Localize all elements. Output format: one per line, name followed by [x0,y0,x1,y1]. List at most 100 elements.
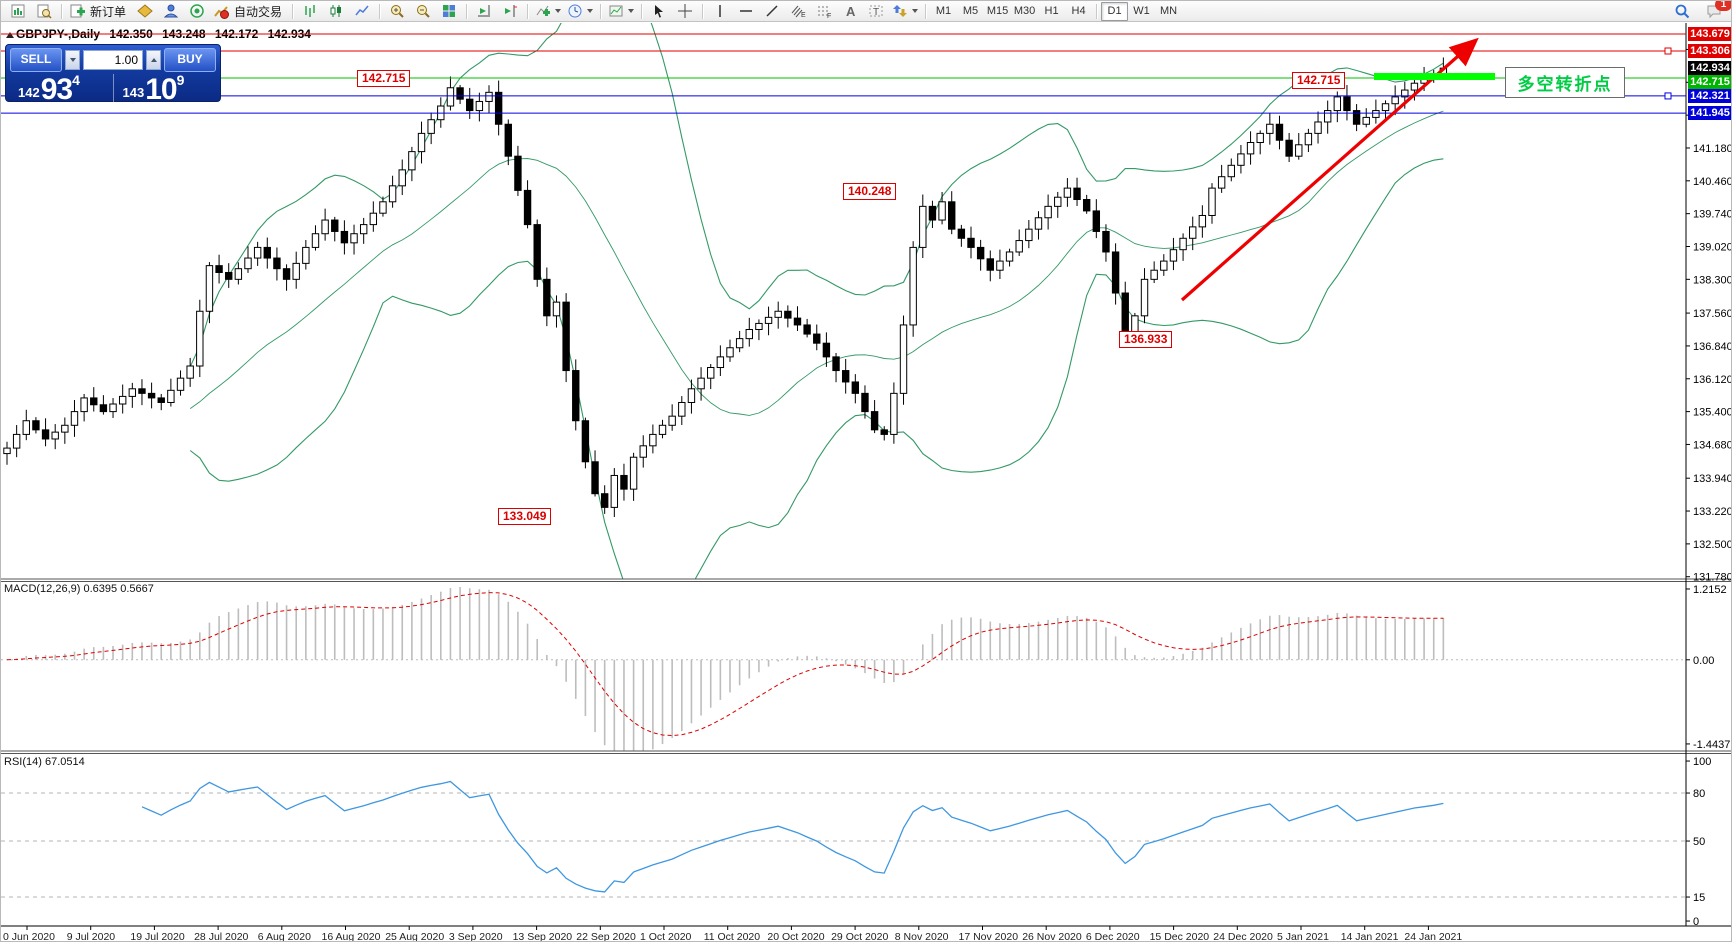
candle [1256,132,1264,144]
svg-text:0 Jun 2020: 0 Jun 2020 [3,931,55,942]
line-handle [1664,92,1672,100]
line-chart-button[interactable] [349,1,375,21]
zoom-out-button[interactable] [410,1,436,21]
zoom-in-button[interactable] [384,1,410,21]
shapes-button[interactable] [889,1,921,21]
horizontal-line-button[interactable] [733,1,759,21]
candle [986,258,994,271]
timeframe-button-h4[interactable]: H4 [1071,4,1086,17]
signals-button[interactable] [184,1,210,21]
svg-text:136.840: 136.840 [1693,341,1732,353]
new-order-button[interactable]: 新订单 [66,1,132,21]
shapes-icon [893,5,908,17]
price-annotation-label[interactable]: 136.933 [1119,331,1173,348]
svg-text:22 Sep 2020: 22 Sep 2020 [576,931,636,942]
candle [1160,260,1168,271]
community-button[interactable] [158,1,184,21]
buy-button[interactable]: BUY [164,48,216,72]
candle [928,205,937,221]
svg-text:9 Jul 2020: 9 Jul 2020 [67,931,116,942]
timeframe-button-m5[interactable]: M5 [962,4,979,17]
candlestick-button[interactable] [323,1,349,21]
timeframe-button-d1[interactable]: D1 [1101,1,1129,21]
periods-button[interactable] [564,1,596,21]
timeframe-button-m15[interactable]: M15 [986,4,1009,17]
line-handle [1664,47,1672,55]
price-annotation-label[interactable]: 140.248 [843,183,897,200]
candle [1054,196,1062,207]
fibonacci-button[interactable]: F [811,1,837,21]
trendline-button[interactable] [759,1,785,21]
timeframe-button-h1[interactable]: H1 [1044,4,1059,17]
bid-price: 142 93 4 [10,72,112,105]
chart-area[interactable]: GBPJPY-,Daily 142.350 143.248 142.172 14… [1,23,1732,942]
price-chart-canvas[interactable]: 143.340142.620141.900141.180140.460139.7… [1,23,1732,942]
candle [379,201,387,214]
candle [41,429,50,440]
svg-text:80: 80 [1693,788,1705,800]
search-button[interactable] [1669,1,1695,21]
sell-button[interactable]: SELL [10,48,62,72]
timeframe-button-mn[interactable]: MN [1159,4,1178,17]
vertical-line-button[interactable] [707,1,733,21]
candle [331,219,339,232]
candle [1179,237,1187,251]
text-label-button[interactable]: T [863,1,889,21]
indicators-button[interactable] [532,1,564,21]
macd-signal-line [6,592,1444,737]
candle [1005,251,1014,262]
cursor-button[interactable] [646,1,672,21]
svg-text:140.460: 140.460 [1693,176,1732,188]
profiles-button[interactable] [31,1,57,21]
volume-increase-button[interactable] [146,50,161,70]
cursor-icon [655,5,664,18]
volume-input[interactable] [83,50,143,70]
history-center-button[interactable] [132,1,158,21]
candle [1266,123,1274,134]
candle [774,310,782,318]
autotrading-icon [214,6,230,19]
bar-chart-button[interactable] [297,1,323,21]
axis-price-flag: 142.321 [1688,88,1731,103]
notifications-button[interactable]: 1 [1701,1,1731,21]
highlight-bar-object[interactable] [1374,73,1495,80]
candle [90,397,98,406]
svg-text:3 Sep 2020: 3 Sep 2020 [449,931,503,942]
candle [543,278,551,317]
rsi-value: 67.0514 [44,756,85,768]
candle [263,246,271,259]
new-chart-button[interactable] [5,1,31,21]
autotrading-button[interactable]: 自动交易 [210,1,288,21]
ask-pip-digit: 9 [176,72,185,88]
candle [186,365,194,379]
candle [919,205,927,248]
candle [128,388,137,397]
crosshair-button[interactable] [672,1,698,21]
timeframe-button-m1[interactable]: M1 [935,4,952,17]
elliott-button[interactable]: E [785,1,811,21]
candle [707,367,715,379]
toolbar-separator [527,3,529,19]
templates-button[interactable] [605,1,637,21]
timeframe-button-w1[interactable]: W1 [1133,4,1150,17]
candle [890,392,898,435]
timeframe-button-m30[interactable]: M30 [1013,4,1036,17]
bb-middle-band [189,110,1444,416]
elliott-icon: E [791,5,806,19]
price-annotation-label[interactable]: 133.049 [498,508,552,525]
one-click-collapse-icon[interactable] [6,32,14,38]
volume-decrease-button[interactable] [65,50,80,70]
price-annotation-label[interactable]: 142.715 [1292,72,1346,89]
candle [1362,116,1370,125]
text-annotation-note[interactable]: 多空转折点 [1505,67,1625,98]
candle [1275,123,1284,141]
auto-scroll-button[interactable] [471,1,497,21]
candle [22,420,30,435]
chart-shift-button[interactable] [497,1,523,21]
dropdown-caret [628,9,635,13]
tile-windows-button[interactable] [436,1,462,21]
price-annotation-label[interactable]: 142.715 [357,70,411,87]
down-arrow-icon [69,58,76,62]
text-button[interactable]: A [837,1,863,21]
dropdown-caret [912,9,919,13]
